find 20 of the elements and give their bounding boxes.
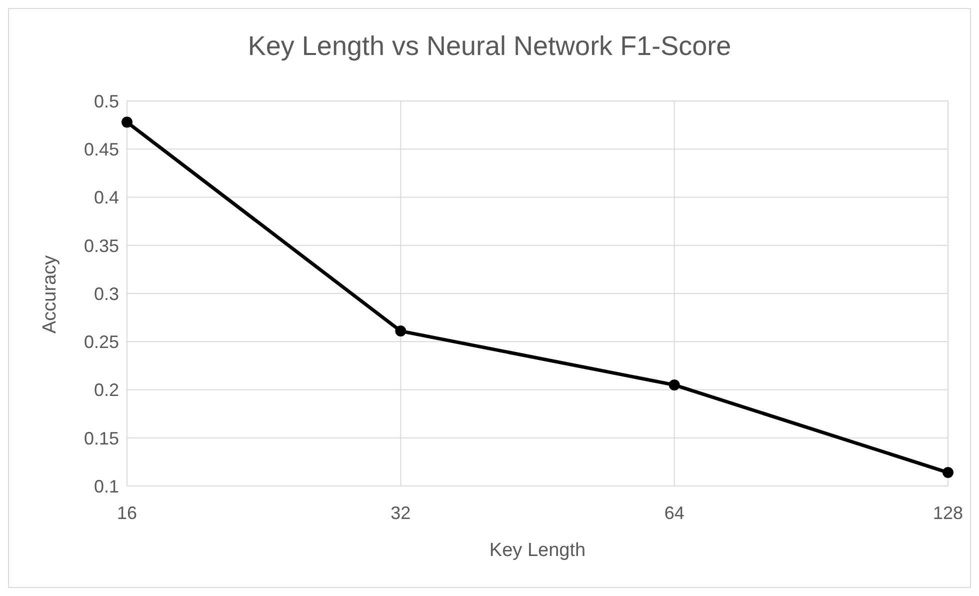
y-tick-label: 0.35 — [84, 236, 119, 256]
y-tick-label: 0.45 — [84, 140, 119, 160]
y-axis-title: Accuracy — [40, 254, 61, 334]
chart-title: Key Length vs Neural Network F1-Score — [246, 31, 732, 63]
y-tick-label: 0.3 — [94, 284, 119, 304]
point — [942, 467, 954, 478]
y-tick-label: 0.15 — [84, 428, 119, 448]
y-tick-label: 0.4 — [94, 188, 119, 208]
y-tick-label: 0.1 — [94, 476, 119, 496]
x-axis-title: Key Length — [489, 540, 586, 561]
x-tick-label: 64 — [664, 502, 684, 523]
x-tick-label: 16 — [116, 502, 138, 523]
y-tick-label: 0.2 — [94, 380, 119, 400]
point — [668, 379, 680, 390]
y-tick-label: 0.25 — [84, 332, 119, 352]
x-tick-label: 128 — [932, 502, 964, 523]
point — [122, 116, 132, 128]
x-tick-label: 32 — [390, 502, 411, 523]
point — [395, 326, 406, 337]
y-tick-label: 0.5 — [94, 91, 119, 112]
